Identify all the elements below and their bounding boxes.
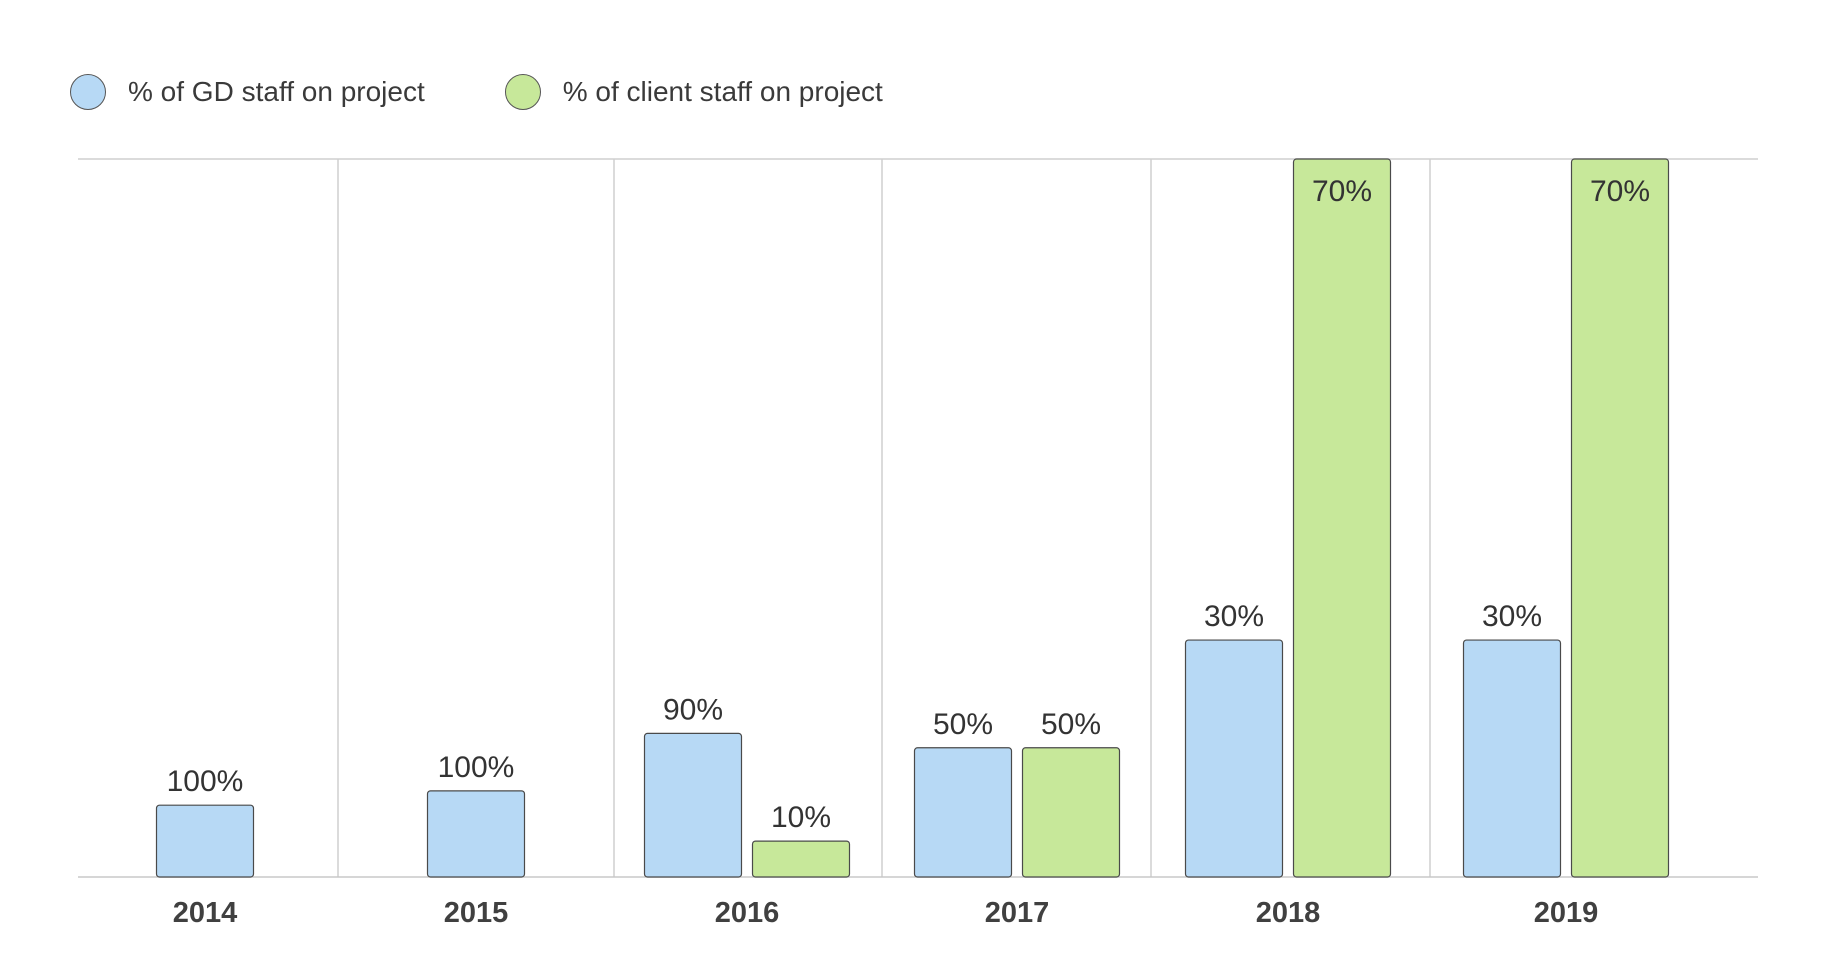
legend-label-client-staff: % of client staff on project: [562, 76, 883, 107]
legend-label-gd-staff: % of GD staff on project: [128, 76, 425, 107]
value-label-gd-staff: 100%: [167, 765, 244, 798]
legend-swatch-gd-staff: [70, 74, 106, 110]
value-label-gd-staff: 50%: [933, 708, 993, 741]
value-label-client-staff: 70%: [1590, 175, 1650, 208]
category-label: 2015: [444, 897, 509, 929]
category-label: 2016: [715, 897, 780, 929]
bar-client-staff: [1292, 158, 1392, 878]
value-label-client-staff: 50%: [1041, 708, 1101, 741]
bar-gd-staff: [155, 804, 255, 878]
bar-gd-staff: [1462, 639, 1562, 878]
value-label-gd-staff: 30%: [1204, 600, 1264, 633]
value-label-client-staff: 70%: [1312, 175, 1372, 208]
value-label-gd-staff: 100%: [438, 751, 515, 784]
bar-client-staff: [1570, 158, 1670, 878]
category-label: 2014: [173, 897, 238, 929]
legend-item-gd-staff: % of GD staff on project: [70, 74, 425, 110]
category-label: 2018: [1256, 897, 1321, 929]
bar-gd-staff: [913, 747, 1013, 878]
legend-swatch-client-staff: [504, 74, 541, 110]
bar-gd-staff: [643, 732, 743, 878]
chart-legend: % of GD staff on project % of client sta…: [70, 74, 963, 110]
bar-client-staff: [751, 840, 851, 878]
value-label-gd-staff: 30%: [1482, 600, 1542, 633]
bar-gd-staff: [426, 790, 526, 878]
bar-gd-staff: [1184, 639, 1284, 878]
legend-item-client-staff: % of client staff on project: [504, 74, 883, 110]
value-label-gd-staff: 90%: [663, 693, 723, 726]
category-label: 2019: [1534, 897, 1599, 929]
value-label-client-staff: 10%: [771, 801, 831, 834]
category-label: 2017: [985, 897, 1050, 929]
bar-client-staff: [1021, 747, 1121, 878]
